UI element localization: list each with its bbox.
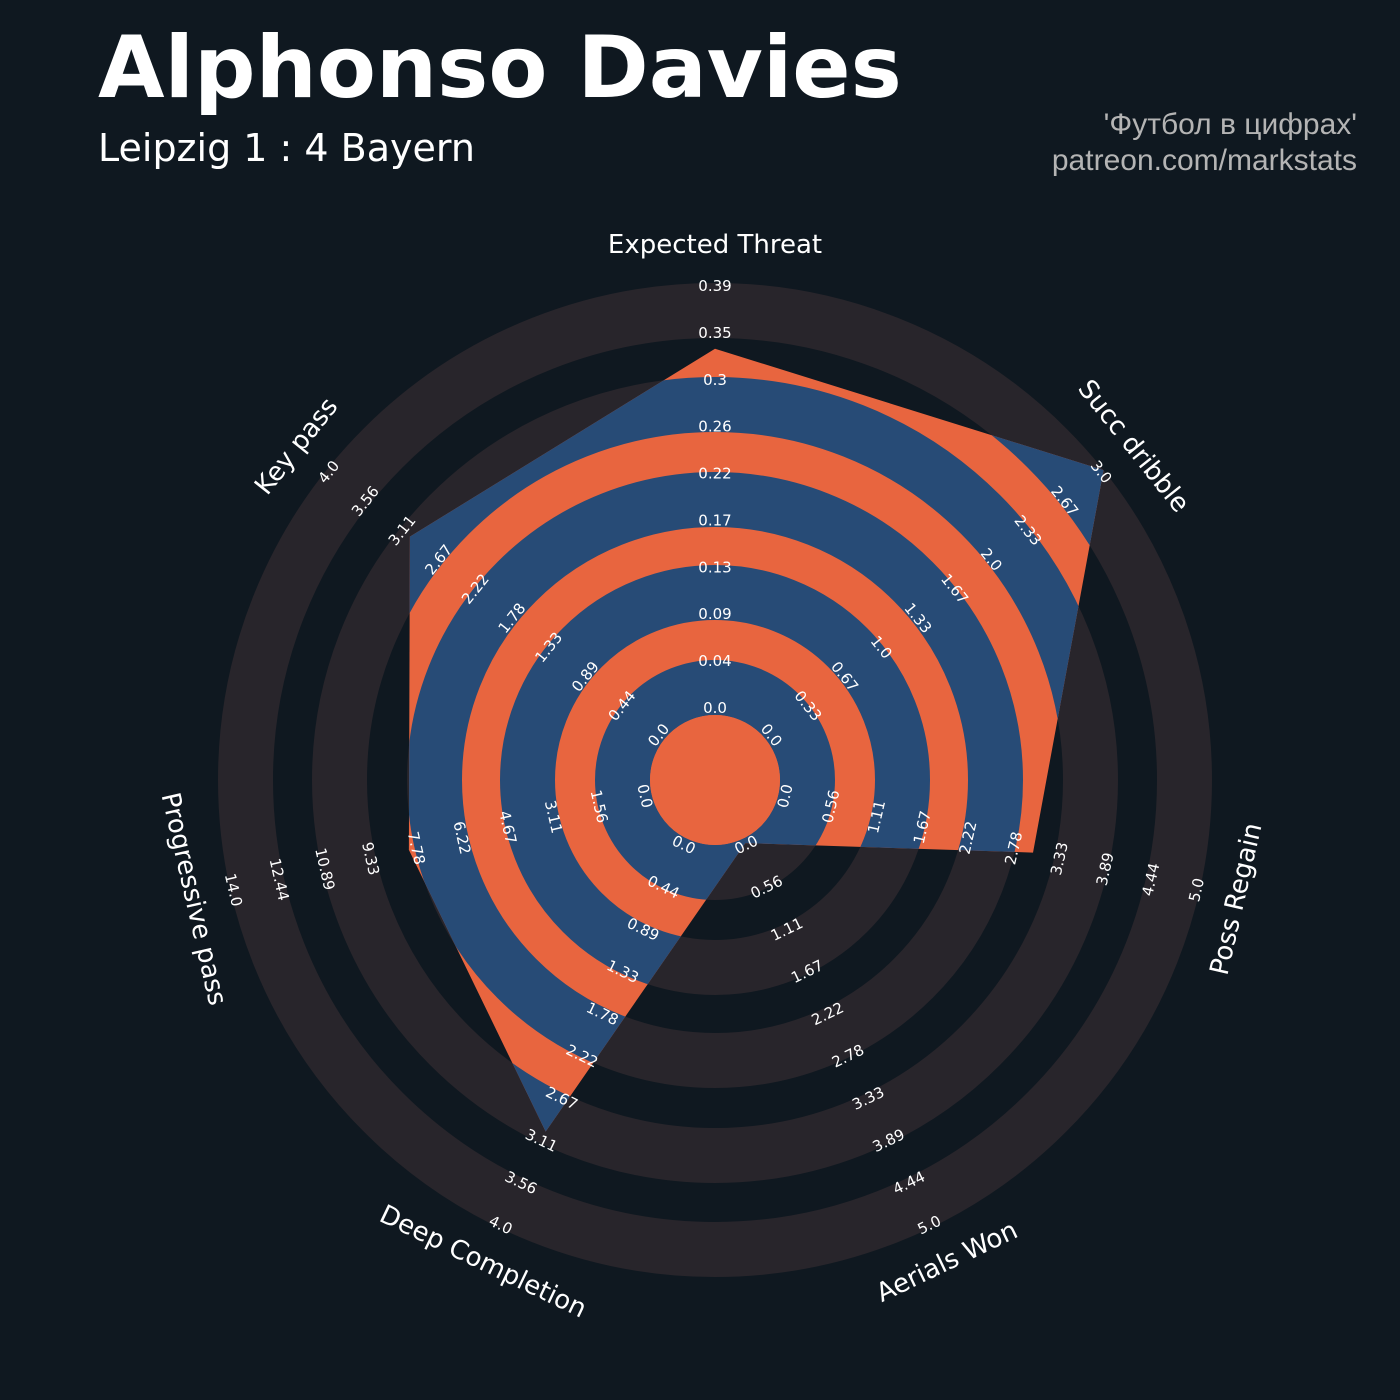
- polygon-ring-0: [595, 660, 835, 900]
- tick-label-expected-threat: 0.35: [698, 324, 731, 342]
- tick-label-expected-threat: 0.3: [703, 371, 727, 389]
- player-name-title: Alphonso Davies: [98, 18, 902, 118]
- axis-label-poss-regain: Poss Regain: [1205, 820, 1269, 978]
- center-circle: [650, 715, 780, 845]
- outer-ring-4: [218, 283, 1212, 1277]
- axis-label-expected-threat: Expected Threat: [608, 230, 822, 260]
- tick-label-poss-regain: 5.0: [1185, 876, 1208, 903]
- tick-label-expected-threat: 0.04: [698, 652, 731, 670]
- tick-label-expected-threat: 0.39: [698, 277, 731, 295]
- tick-label-expected-threat: 0.26: [698, 418, 731, 436]
- credit-line-1: 'Футбол в цифрах': [1103, 108, 1357, 141]
- tick-label-progressive-pass: 0.0: [633, 782, 656, 809]
- credit-line-2: patreon.com/markstats: [1051, 144, 1357, 177]
- match-subtitle: Leipzig 1 : 4 Bayern: [98, 126, 475, 170]
- tick-label-expected-threat: 0.22: [698, 465, 731, 483]
- tick-label-expected-threat: 0.0: [703, 699, 727, 717]
- tick-label-expected-threat: 0.09: [698, 605, 731, 623]
- tick-label-expected-threat: 0.17: [698, 511, 731, 529]
- tick-label-expected-threat: 0.13: [698, 558, 731, 576]
- tick-label-poss-regain: 0.0: [774, 782, 797, 809]
